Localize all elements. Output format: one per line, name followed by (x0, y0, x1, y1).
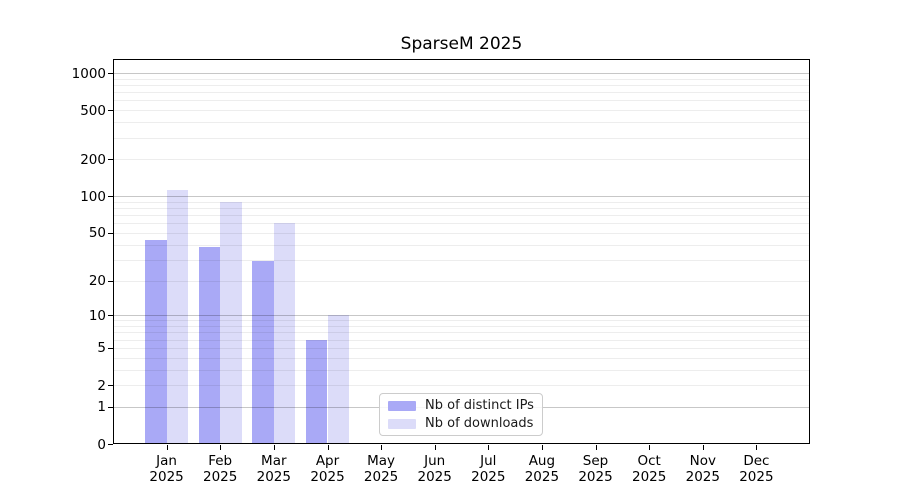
legend-item: Nb of distinct IPs (388, 398, 534, 413)
gridline-minor (113, 232, 810, 234)
x-axis-tick (756, 445, 758, 450)
legend: Nb of distinct IPs Nb of downloads (379, 393, 543, 436)
gridline-minor (113, 100, 810, 102)
bar-distinct-ips (145, 239, 167, 444)
y-axis-tick (108, 159, 113, 161)
plot-area (113, 59, 810, 444)
gridline-minor (113, 223, 810, 225)
gridline-minor (113, 347, 810, 349)
gridline-minor (113, 357, 810, 359)
gridline-minor (113, 137, 810, 139)
x-axis-month-label: Feb 2025 (203, 453, 238, 485)
x-axis-tick (327, 445, 329, 450)
legend-label: Nb of distinct IPs (425, 398, 534, 413)
y-axis-tick-label: 50 (88, 225, 106, 242)
legend-label: Nb of downloads (425, 416, 534, 431)
chart-title: SparseM 2025 (400, 34, 523, 54)
x-axis-tick (595, 445, 597, 450)
gridline-minor (113, 215, 810, 217)
gridline-minor (113, 369, 810, 371)
gridline-minor (113, 122, 810, 124)
gridline-minor (113, 259, 810, 261)
y-axis-tick (108, 280, 113, 282)
y-axis-tick (108, 406, 113, 408)
bar-distinct-ips (306, 339, 328, 444)
y-axis-tick (108, 73, 113, 74)
gridline-minor (113, 339, 810, 341)
x-axis-month-label: Nov 2025 (685, 453, 720, 485)
x-axis-tick (273, 445, 275, 450)
x-axis-month-label: Apr 2025 (310, 453, 345, 485)
x-axis-tick (166, 445, 168, 450)
x-axis-tick (381, 445, 383, 450)
gridline-minor (113, 326, 810, 327)
y-axis-tick-label: 10 (88, 307, 106, 324)
gridline-minor (113, 244, 810, 246)
x-axis-month-label: Jun 2025 (417, 453, 452, 485)
y-axis-tick (108, 232, 113, 234)
gridline-minor (113, 201, 810, 203)
legend-swatch-downloads (388, 418, 416, 429)
x-axis-tick (702, 445, 704, 450)
legend-swatch-distinct-ips (388, 400, 416, 411)
gridline-minor (113, 332, 810, 334)
gridline-minor (113, 85, 810, 86)
x-axis-month-label: May 2025 (363, 453, 399, 485)
x-axis-month-label: Sep 2025 (578, 453, 613, 485)
y-axis-tick (108, 110, 113, 112)
bar-distinct-ips (252, 261, 274, 444)
bar-downloads (327, 315, 349, 444)
y-axis-tick-label: 0 (97, 436, 106, 453)
gridline-major (113, 73, 810, 74)
y-axis-tick-label: 200 (80, 151, 106, 168)
gridline-minor (113, 385, 810, 386)
y-axis-tick-label: 1 (97, 399, 106, 416)
y-axis-tick-label: 5 (97, 340, 106, 357)
y-axis-tick-label: 2 (97, 377, 106, 394)
legend-item: Nb of downloads (388, 416, 534, 431)
x-axis-month-label: Aug 2025 (524, 453, 560, 485)
gridline-minor (113, 78, 810, 80)
bar-downloads (273, 223, 296, 444)
x-axis-tick (488, 445, 490, 450)
y-axis-tick-label: 1000 (71, 65, 106, 82)
y-axis-tick (108, 385, 113, 386)
gridline-minor (113, 320, 810, 322)
y-axis-tick-label: 500 (80, 102, 106, 119)
gridline-minor (113, 208, 810, 209)
y-axis-tick-label: 100 (80, 188, 106, 205)
x-axis-tick (434, 445, 436, 450)
x-axis-month-label: Jul 2025 (471, 453, 506, 485)
x-axis-month-label: Dec 2025 (739, 453, 774, 485)
gridline-major (113, 196, 810, 198)
bar-downloads (220, 201, 242, 444)
gridline-minor (113, 110, 810, 112)
x-axis-month-label: Mar 2025 (256, 453, 291, 485)
x-axis-month-label: Oct 2025 (632, 453, 667, 485)
x-axis-tick (649, 445, 651, 450)
x-axis-tick (220, 445, 222, 450)
y-axis-tick (108, 315, 113, 317)
gridline-minor (113, 280, 810, 282)
y-axis-tick (108, 196, 113, 198)
bar-distinct-ips (198, 247, 221, 444)
gridline-minor (113, 159, 810, 161)
y-axis-tick (108, 444, 113, 445)
y-axis-tick-label: 20 (88, 273, 106, 289)
bar-downloads (166, 190, 188, 444)
x-axis-tick (541, 445, 543, 450)
x-axis-month-label: Jan 2025 (149, 453, 184, 485)
gridline-minor (113, 92, 810, 94)
gridline-major (113, 315, 810, 317)
y-axis-tick (108, 347, 113, 349)
